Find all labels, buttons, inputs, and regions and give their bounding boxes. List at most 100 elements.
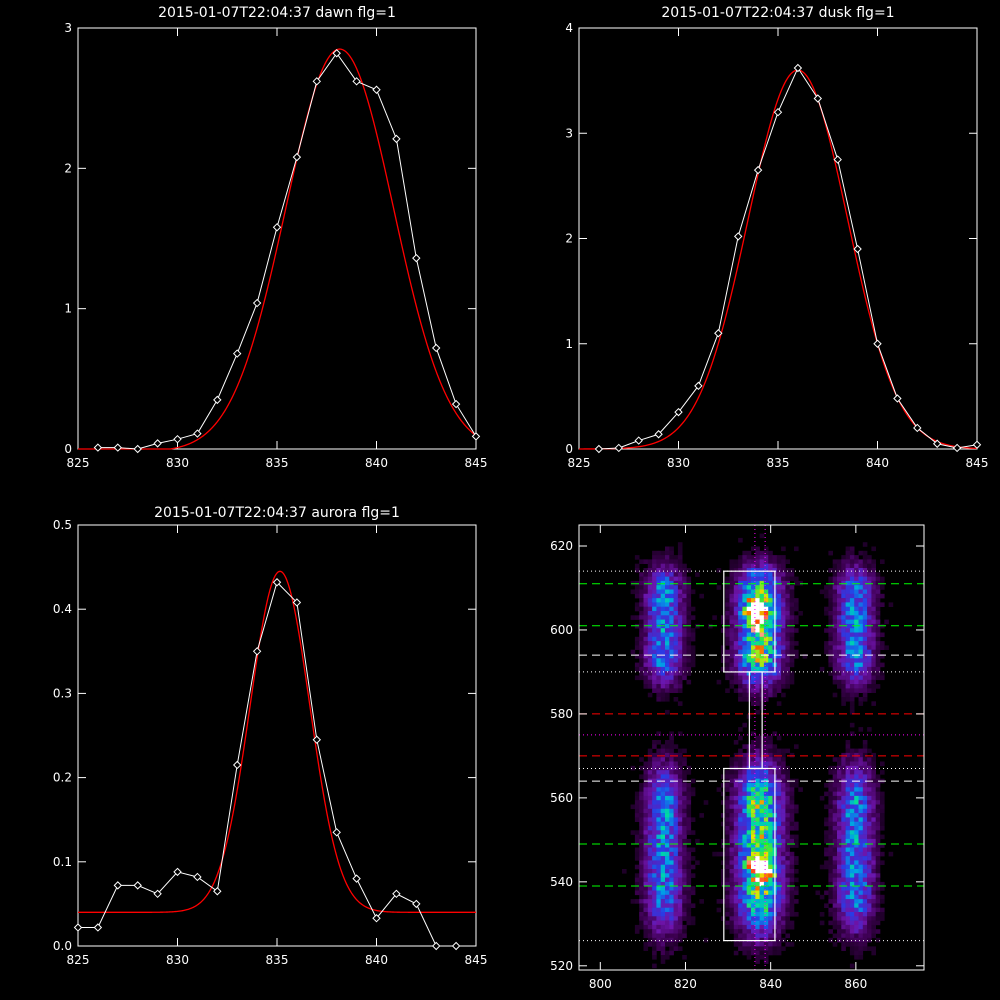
heatmap-cell: [677, 791, 683, 797]
heatmap-cell: [729, 912, 735, 917]
heatmap-cell: [875, 907, 881, 913]
heatmap-cell: [854, 937, 859, 943]
heatmap-cell: [781, 787, 786, 792]
heatmap-cell: [781, 658, 786, 663]
heatmap-cell: [682, 826, 687, 831]
heatmap-cell: [751, 817, 756, 822]
heatmap-cell: [755, 684, 760, 689]
heatmap-cell: [776, 886, 782, 891]
heatmap-cell: [686, 804, 692, 810]
heatmap-cell: [669, 632, 674, 638]
heatmap-cell: [828, 899, 833, 904]
heatmap-cell: [660, 920, 666, 926]
heatmap-cell: [785, 834, 790, 840]
heatmap-cell: [867, 813, 872, 818]
heatmap-cell: [776, 791, 782, 797]
heatmap-cell: [643, 774, 649, 779]
heatmap-cell: [841, 808, 846, 814]
heatmap-cell: [755, 654, 760, 659]
heatmap-cell: [858, 602, 864, 607]
heatmap-cell: [854, 903, 859, 908]
heatmap-cell: [634, 800, 640, 805]
heatmap-cell: [673, 912, 679, 917]
heatmap-cell: [729, 632, 735, 638]
heatmap-cell: [673, 881, 679, 887]
heatmap-cell: [729, 654, 735, 659]
heatmap-cell: [742, 572, 747, 577]
heatmap-cell: [871, 946, 876, 951]
heatmap-cell: [862, 611, 868, 616]
heatmap-cell: [832, 813, 838, 818]
heatmap-cell: [673, 580, 679, 586]
heatmap-cell: [669, 636, 674, 642]
heatmap-cell: [768, 619, 773, 625]
heatmap-cell: [660, 684, 666, 689]
heatmap-cell: [733, 576, 739, 582]
heatmap-cell: [832, 920, 838, 926]
heatmap-cell: [677, 774, 683, 779]
heatmap-cell: [746, 555, 752, 560]
heatmap-cell: [725, 826, 730, 831]
heatmap-cell: [643, 886, 649, 891]
heatmap-cell: [669, 761, 674, 767]
aurora-data-point: [232, 760, 242, 770]
heatmap-cell: [832, 894, 838, 900]
aurora-data-point: [193, 872, 202, 882]
heatmap-cell: [733, 826, 739, 831]
heatmap-cell: [677, 873, 683, 878]
heatmap-cell: [828, 649, 833, 655]
heatmap-cell: [647, 602, 653, 607]
heatmap-cell: [677, 817, 683, 822]
heatmap-cell: [837, 838, 842, 844]
heatmap-cell: [794, 602, 799, 607]
heatmap-cell: [794, 834, 799, 840]
heatmap-cell: [751, 628, 756, 633]
heatmap-cell: [776, 860, 782, 865]
heatmap-cell: [729, 645, 735, 650]
heatmap-cell: [781, 903, 786, 908]
heatmap-cell: [656, 679, 661, 685]
heatmap-cell: [647, 920, 653, 926]
dusk-data-point: [753, 165, 763, 175]
heatmap-cell: [647, 929, 653, 934]
heatmap-cell: [660, 907, 666, 913]
heatmap-cell: [656, 692, 661, 698]
heatmap-cell: [789, 907, 795, 913]
heatmap-cell: [871, 568, 876, 573]
heatmap-cell: [862, 559, 868, 564]
heatmap-cell: [862, 899, 868, 904]
heatmap-cell: [742, 675, 747, 681]
heatmap-cell: [849, 598, 855, 603]
heatmap-cell: [832, 774, 838, 779]
heatmap-cell: [841, 937, 846, 943]
heatmap-cell: [841, 933, 846, 939]
heatmap-cell: [789, 821, 795, 827]
heatmap-cell: [751, 731, 756, 736]
heatmap-cell: [751, 598, 756, 603]
heatmap-cell: [867, 916, 872, 921]
heatmap-cell: [763, 593, 769, 599]
heatmap-cell: [755, 675, 760, 681]
heatmap-cell: [862, 903, 868, 908]
heatmap-cell: [656, 757, 661, 762]
heatmap-cell: [759, 783, 765, 788]
aurora-ytick-label: 0.5: [53, 518, 72, 532]
heatmap-cell: [776, 894, 782, 900]
heatmap-cell: [751, 924, 756, 930]
heatmap-cell: [738, 757, 743, 762]
heatmap-cell: [772, 946, 778, 951]
heatmap-cell: [776, 937, 782, 943]
heatmap-cell: [858, 843, 864, 848]
heatmap-cell: [837, 821, 842, 827]
heatmap-cell: [755, 761, 760, 767]
heatmap-cell: [686, 615, 692, 620]
heatmap-cell: [867, 800, 872, 805]
heatmap-cell: [785, 580, 790, 586]
heatmap-cell: [832, 666, 838, 672]
heatmap-cell: [854, 920, 859, 926]
heatmap-cell: [738, 942, 743, 947]
heatmap-cell: [639, 873, 644, 878]
heatmap-cell: [755, 546, 760, 552]
heatmap-cell: [854, 860, 859, 865]
heatmap-cell: [867, 886, 872, 891]
